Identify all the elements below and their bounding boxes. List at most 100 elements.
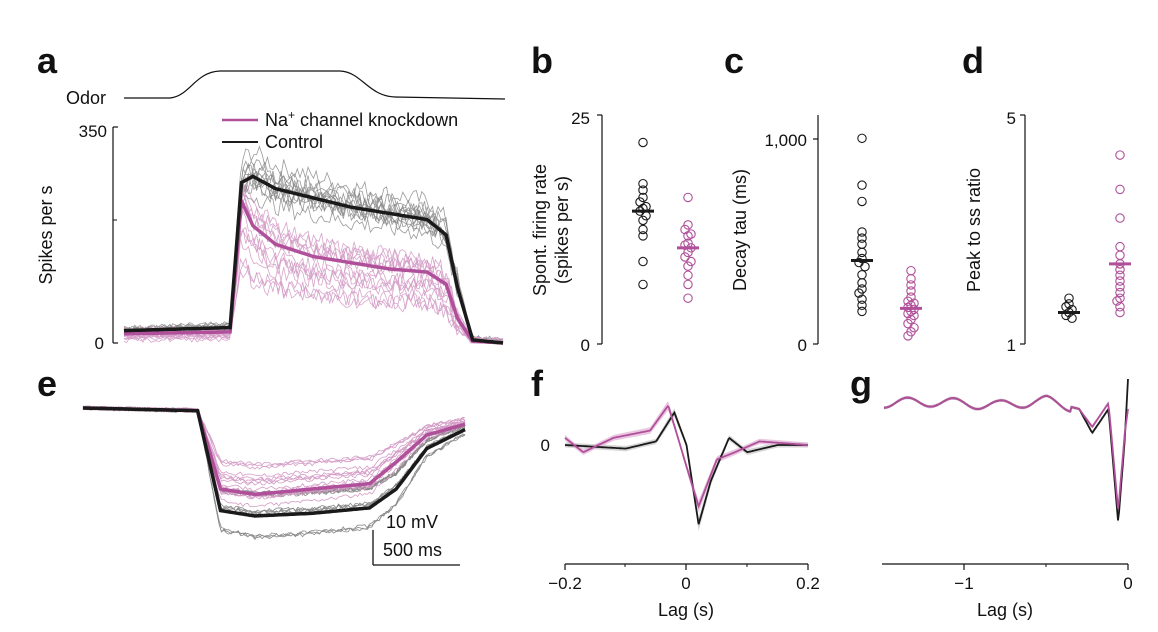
knockdown-trial-trace — [123, 238, 503, 344]
control-point — [638, 279, 648, 290]
control-point — [857, 133, 867, 144]
knockdown-point — [1115, 241, 1125, 252]
knockdown-point — [686, 229, 696, 239]
f-traces — [564, 401, 809, 532]
d-ytick-5: 5 — [1007, 109, 1016, 128]
control-point — [857, 270, 867, 280]
knockdown-point — [683, 270, 693, 281]
knockdown-point — [683, 192, 693, 203]
control-point — [857, 239, 867, 249]
knockdown-point — [1115, 302, 1125, 312]
control-point — [857, 227, 867, 237]
knockdown-point — [680, 252, 690, 262]
panel-label-a: a — [37, 40, 58, 81]
control-point — [857, 233, 867, 243]
knockdown-point — [1112, 296, 1122, 306]
control-point — [638, 231, 648, 241]
knockdown-filter-trace — [564, 404, 809, 509]
b-ylabel: Spont. firing rate — [530, 164, 550, 296]
panel-label-g: g — [850, 363, 872, 404]
knockdown-point — [680, 224, 690, 235]
knockdown-mean-trace — [124, 194, 504, 345]
panel-b: 25 0 Spont. firing rate (spikes per s) — [530, 109, 699, 355]
control-point — [854, 288, 864, 298]
odor-trace — [124, 70, 506, 100]
knockdown-point — [1115, 213, 1125, 223]
knockdown-point — [903, 331, 913, 341]
d-ylabel: Peak to ss ratio — [964, 168, 984, 292]
b-ytick-0: 0 — [581, 336, 590, 355]
knockdown-point — [906, 274, 916, 284]
e-traces — [82, 405, 466, 541]
c-ytick-0: 0 — [798, 336, 807, 355]
control-point — [638, 178, 648, 189]
control-trial-trace — [82, 405, 466, 515]
panel-label-e: e — [37, 363, 57, 404]
f-ytick-0: 0 — [541, 436, 550, 455]
a-ytick-0: 0 — [95, 334, 104, 353]
knockdown-point — [906, 286, 916, 296]
f-xtick-label-0: 0 — [681, 574, 690, 593]
knockdown-point — [1115, 276, 1125, 286]
c-ytick-1000: 1,000 — [764, 131, 807, 150]
knockdown-filter-trace — [883, 395, 1129, 509]
knockdown-point — [1115, 281, 1125, 292]
e-scalebar-time-label: 500 ms — [383, 540, 442, 560]
control-mean-trace — [123, 174, 504, 345]
knockdown-trial-trace — [82, 405, 466, 466]
legend-knockdown: Na+ channel knockdown — [265, 108, 458, 130]
a-ylabel: Spikes per s — [36, 185, 56, 284]
control-point — [857, 247, 867, 258]
legend-control: Control — [265, 132, 323, 152]
control-point — [1067, 313, 1077, 323]
control-trial-trace — [123, 162, 504, 343]
knockdown-point — [683, 293, 693, 303]
control-point — [857, 306, 867, 317]
knockdown-point — [1115, 264, 1125, 275]
knockdown-trial-trace — [123, 257, 503, 344]
panel-label-f: f — [531, 363, 544, 404]
control-point — [857, 300, 867, 311]
panel-e: 10 mV 500 ms — [82, 405, 466, 566]
knockdown-trial-trace — [123, 230, 503, 344]
knockdown-point — [1115, 270, 1125, 281]
c-points — [851, 133, 922, 341]
control-point — [638, 256, 648, 267]
f-xtick-label-02: 0.2 — [796, 574, 820, 593]
knockdown-point — [906, 265, 916, 276]
c-ylabel: Decay tau (ms) — [730, 169, 750, 291]
e-scalebar-voltage-label: 10 mV — [386, 512, 438, 532]
odor-label: Odor — [66, 88, 106, 108]
knockdown-trial-trace — [82, 406, 466, 468]
control-point — [857, 278, 867, 288]
control-point — [638, 224, 648, 235]
f-xtick-label-m02: −0.2 — [548, 574, 582, 593]
knockdown-trial-trace — [82, 405, 466, 492]
knockdown-error-band — [884, 394, 1128, 513]
control-point — [635, 197, 645, 207]
control-point — [638, 185, 648, 195]
knockdown-point — [1115, 307, 1125, 318]
panel-d: 5 1 Peak to ss ratio — [964, 109, 1131, 355]
control-point — [1064, 293, 1074, 303]
knockdown-trial-trace — [123, 257, 503, 344]
knockdown-point — [683, 261, 693, 271]
panel-label-d: d — [962, 40, 984, 81]
g-traces — [883, 377, 1129, 525]
g-xlabel: Lag (s) — [977, 600, 1033, 620]
a-ytick-350: 350 — [79, 122, 107, 141]
b-ytick-25: 25 — [571, 109, 590, 128]
control-filter-trace — [564, 410, 808, 525]
knockdown-point — [683, 279, 693, 290]
knockdown-error-band — [565, 401, 808, 513]
knockdown-point — [906, 280, 916, 290]
control-point — [857, 294, 867, 304]
knockdown-point — [1115, 150, 1125, 160]
b-points — [632, 137, 699, 303]
a-traces — [123, 145, 504, 345]
d-points — [1058, 150, 1131, 323]
f-xlabel: Lag (s) — [658, 600, 714, 620]
knockdown-point — [1115, 287, 1125, 298]
knockdown-trial-trace — [123, 189, 504, 344]
